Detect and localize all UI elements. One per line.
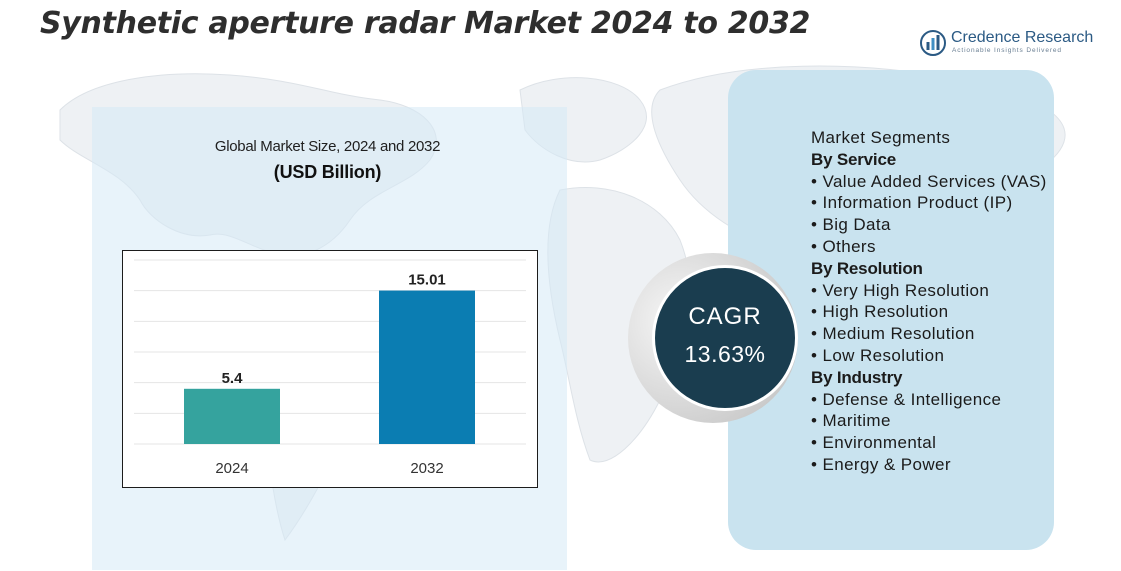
segment-item: • Medium Resolution	[811, 324, 975, 344]
cagr-circle	[652, 265, 798, 411]
segment-item: • Defense & Intelligence	[811, 389, 1002, 409]
segment-title-service: By Service	[811, 149, 896, 169]
market-segments: Market Segments By Service • Value Added…	[811, 127, 1051, 476]
segments-heading: Market Segments	[811, 128, 951, 147]
segment-item: • Maritime	[811, 411, 891, 431]
segment-item: • Low Resolution	[811, 345, 945, 365]
bar-2024	[184, 388, 280, 444]
segment-item: • Value Added Services (VAS)	[811, 171, 1047, 191]
bar-chart-circle-icon	[920, 30, 946, 56]
segment-item: • High Resolution	[811, 302, 949, 322]
segment-item: • Others	[811, 236, 876, 256]
chart-title: Global Market Size, 2024 and 2032	[214, 138, 441, 155]
segment-item: • Very High Resolution	[811, 280, 990, 300]
segment-title-resolution: By Resolution	[811, 258, 923, 278]
segment-item: • Information Product (IP)	[811, 193, 1013, 213]
segment-item: • Energy & Power	[811, 454, 951, 474]
segment-title-industry: By Industry	[811, 367, 903, 387]
cagr-value: 13.63%	[684, 341, 766, 367]
cagr-label: CAGR	[688, 303, 762, 330]
market-size-bar-chart: 5.4 2024 15.01 2032	[122, 250, 538, 488]
chart-frame	[122, 250, 538, 488]
brand-name: Credence Research	[951, 29, 1094, 46]
bar-2032	[379, 290, 475, 444]
data-label: 15.01	[408, 272, 446, 289]
page-title: Synthetic aperture radar Market 2024 to …	[40, 6, 811, 41]
segment-item: • Environmental	[811, 433, 937, 453]
data-label: 5.4	[222, 370, 244, 387]
x-tick-label: 2032	[410, 460, 443, 477]
brand-logo: Credence Research Actionable Insights De…	[920, 28, 1105, 58]
segment-item: • Big Data	[811, 215, 891, 235]
x-tick-label: 2024	[215, 460, 248, 477]
chart-unit: (USD Billion)	[273, 162, 382, 182]
cagr-badge: CAGR 13.63%	[628, 253, 798, 423]
brand-tagline: Actionable Insights Delivered	[952, 47, 1062, 54]
